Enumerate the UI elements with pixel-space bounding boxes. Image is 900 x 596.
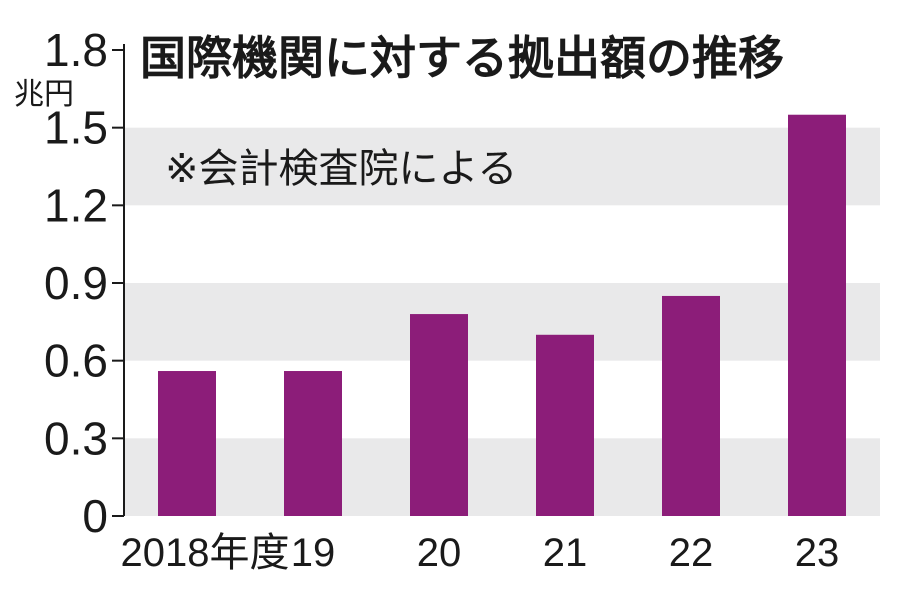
source-note: ※会計検査院による — [165, 146, 517, 192]
y-tick-label: 1.8 — [44, 24, 108, 76]
grid-band — [124, 283, 880, 361]
y-unit-label: 兆円 — [14, 77, 74, 112]
y-tick-label: 0.9 — [44, 257, 108, 309]
y-tick-label: 0.6 — [44, 335, 108, 387]
x-tick-label: 2018年度 — [121, 531, 290, 575]
x-tick-label: 22 — [669, 531, 714, 575]
bar-2 — [410, 314, 468, 516]
bar-4 — [662, 295, 720, 516]
x-tick-labels: 2018年度 19 20 21 22 23 — [121, 531, 840, 575]
grid-bands — [124, 127, 880, 516]
y-tick-label: 1.2 — [44, 179, 108, 231]
bars — [158, 114, 846, 516]
grid-band — [124, 127, 880, 206]
chart-title: 国際機関に対する拠出額の推移 — [140, 31, 784, 85]
y-tick-label: 0.3 — [44, 412, 108, 464]
grid-band — [124, 438, 880, 516]
y-ticks: 0 0.3 0.6 0.9 1.2 1.5 1.8 — [44, 24, 124, 542]
bar-1 — [284, 371, 342, 516]
y-tick-label: 1.5 — [44, 102, 108, 154]
x-tick-label: 21 — [543, 531, 588, 575]
bar-3 — [536, 334, 594, 516]
y-tick-label: 0 — [82, 490, 108, 542]
bar-5 — [788, 114, 846, 516]
x-tick-label: 19 — [291, 531, 336, 575]
x-tick-label: 20 — [417, 531, 462, 575]
bar-0 — [158, 371, 216, 516]
x-tick-label: 23 — [795, 531, 840, 575]
